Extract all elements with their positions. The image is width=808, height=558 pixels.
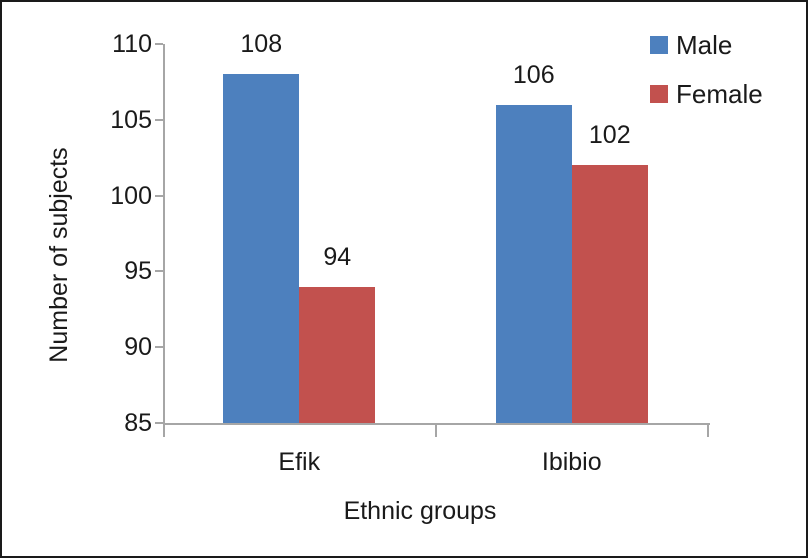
y-tick-label: 90 — [124, 333, 152, 362]
x-tick — [707, 423, 709, 437]
y-axis-title: Number of subjects — [45, 147, 73, 363]
y-tick — [155, 346, 163, 349]
y-tick-label: 85 — [124, 409, 152, 437]
bar-value-label: 108 — [240, 30, 283, 59]
bar-female-ibibio — [571, 165, 648, 423]
legend-label: Female — [676, 79, 763, 109]
bar-male-ibibio — [495, 104, 572, 423]
y-tick-label: 95 — [124, 257, 152, 286]
legend-swatch-male — [650, 36, 668, 54]
bar-value-label: 94 — [323, 242, 352, 271]
legend: Male Female — [650, 30, 763, 131]
y-tick — [155, 194, 163, 197]
bar-male-efik — [223, 74, 300, 423]
y-tick-label: 105 — [110, 105, 152, 134]
bar-value-label: 106 — [512, 60, 555, 89]
legend-item-female: Female — [650, 79, 763, 109]
x-tick — [434, 423, 437, 437]
y-tick-label: 100 — [110, 181, 152, 210]
legend-item-male: Male — [650, 30, 763, 60]
x-category-label-ibibio: Ibibio — [541, 448, 602, 476]
y-axis-line — [163, 44, 165, 437]
y-tick — [155, 422, 163, 424]
bar-value-label: 102 — [588, 121, 631, 150]
y-tick — [155, 43, 163, 45]
x-axis-line — [163, 423, 710, 425]
y-tick-label: 110 — [112, 30, 152, 58]
y-tick — [155, 270, 163, 273]
legend-label: Male — [676, 30, 733, 60]
legend-swatch-female — [650, 85, 668, 103]
x-axis-title: Ethnic groups — [343, 497, 497, 525]
x-category-label-efik: Efik — [278, 448, 321, 476]
y-tick — [155, 118, 163, 121]
bar-female-efik — [299, 286, 376, 423]
